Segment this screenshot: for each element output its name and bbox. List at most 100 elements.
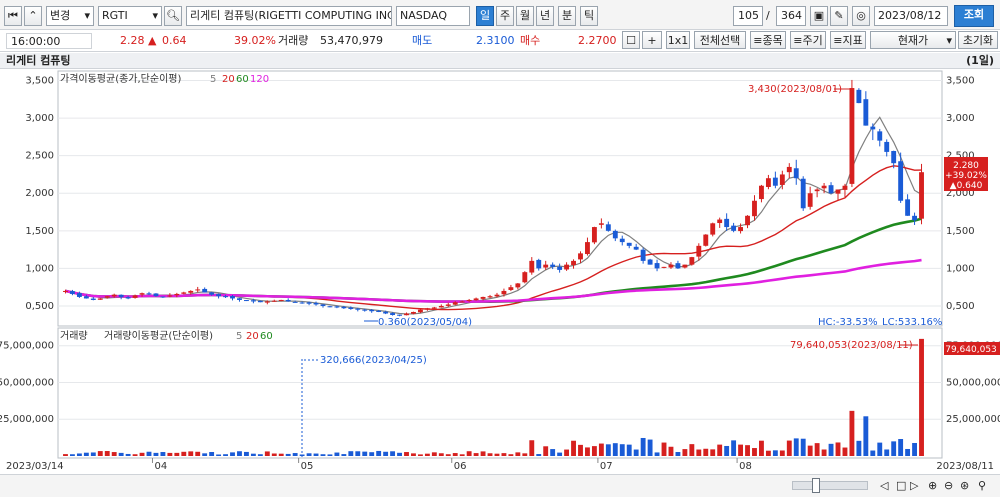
volume-bar <box>271 453 277 456</box>
query-button[interactable]: 조회 <box>954 5 994 27</box>
volume-bar <box>689 444 695 456</box>
candle-body <box>578 253 583 260</box>
candle-body <box>891 150 897 164</box>
tab-year[interactable]: 년 <box>536 6 554 26</box>
chart-title-bar: 리게티 컴퓨팅 (1일) <box>0 53 1000 69</box>
x-month-label: 04 <box>154 461 167 472</box>
candle-body <box>70 291 75 294</box>
vol-ma-60-label: 60 <box>260 331 273 342</box>
candle-body <box>216 294 222 297</box>
price-type-select[interactable]: 현재가 ▾ <box>870 31 956 49</box>
collapse-icon[interactable]: ⌃ <box>24 6 42 26</box>
tab-week[interactable]: 주 <box>496 6 514 26</box>
select-all-button[interactable]: 전체선택 <box>694 31 746 49</box>
tab-minute[interactable]: 분 <box>558 6 576 26</box>
candle-body <box>626 242 632 246</box>
chart-scrollbar[interactable]: ◁ □ ▷ ⊕ ⊖ ⊛ ⚲ <box>0 474 1000 497</box>
volume-bar <box>83 452 89 456</box>
volume-bar <box>264 451 270 456</box>
volume-bar <box>891 441 897 456</box>
ask-value: 2.3100 <box>476 34 515 47</box>
x-month-label: 06 <box>454 461 467 472</box>
candle-body <box>724 218 730 228</box>
chart-title: 리게티 컴퓨팅 <box>6 54 71 67</box>
price-y-tick-left: 3,500 <box>25 76 54 87</box>
search-icon[interactable]: 🔍︎ <box>164 6 182 26</box>
volume-bar <box>160 452 166 456</box>
ticker-input[interactable]: RGTI ▾ <box>98 6 162 26</box>
volume-bar <box>216 454 222 456</box>
one-by-one-button[interactable]: 1x1 <box>666 31 690 49</box>
zoom-out-icon[interactable]: ⊖ <box>944 479 954 492</box>
volume-bar <box>209 452 215 456</box>
candle-body <box>76 293 82 297</box>
candle-body <box>772 177 778 186</box>
search-icon[interactable]: ⚲ <box>978 479 987 492</box>
candle-body <box>431 307 437 309</box>
mode-select[interactable]: 변경 ▾ <box>46 6 94 26</box>
candle-body <box>598 223 604 225</box>
change-arrow: ▲ <box>148 34 157 47</box>
volume-bar <box>703 448 709 456</box>
candle-body <box>675 263 681 269</box>
volume-bar <box>710 449 716 456</box>
stock-chart[interactable]: 3,500 3,500 3,000 3,000 2,500 2,500 2,000 2,000… <box>0 69 1000 474</box>
stop-icon[interactable]: □ <box>896 479 907 492</box>
volume-bar <box>153 452 159 456</box>
volume-bar <box>70 454 75 456</box>
quote-change-pct: 39.02% <box>234 34 276 47</box>
candle-body <box>501 290 507 295</box>
tab-day[interactable]: 일 <box>476 6 494 26</box>
pen-icon[interactable]: ✎ <box>830 6 848 26</box>
indicator-button[interactable]: ≡지표 <box>830 31 866 49</box>
first-page-icon[interactable]: ⏮ <box>4 6 22 26</box>
checkbox-icon[interactable]: ☐ <box>622 31 640 49</box>
price-y-tick-left: 1,500 <box>25 226 54 237</box>
candle-body <box>452 302 458 305</box>
candle-body <box>111 294 117 297</box>
candle-body <box>870 126 876 130</box>
candle-body <box>264 301 270 303</box>
item-button[interactable]: ≡종목 <box>750 31 786 49</box>
save-icon[interactable]: ▣ <box>810 6 828 26</box>
volume-label: 거래량 <box>278 34 309 47</box>
candle-body <box>550 264 556 267</box>
price-panel <box>57 70 943 327</box>
volume-bar <box>898 439 904 456</box>
zoom-fit-icon[interactable]: ⊛ <box>960 479 970 492</box>
page-total-field: 364 <box>776 6 806 26</box>
candle-body <box>536 259 542 269</box>
candle-body <box>404 313 409 316</box>
plus-button[interactable]: + <box>642 31 662 49</box>
candle-body <box>257 300 263 303</box>
volume-bar <box>863 416 869 456</box>
target-icon[interactable]: ◎ <box>852 6 870 26</box>
tab-month[interactable]: 월 <box>516 6 534 26</box>
zoom-in-icon[interactable]: ⊕ <box>928 479 938 492</box>
candle-body <box>473 298 479 301</box>
volume-bar <box>362 451 368 456</box>
volume-bar <box>786 440 792 456</box>
page-current-input[interactable]: 105 <box>733 6 763 26</box>
scroll-thumb[interactable] <box>812 478 820 493</box>
volume-bar <box>884 449 890 456</box>
candle-body <box>585 242 590 255</box>
chevron-down-icon: ▾ <box>152 9 158 22</box>
volume-bar <box>181 451 187 456</box>
volume-bar <box>480 451 486 456</box>
scroll-track[interactable] <box>792 481 868 490</box>
candle-body <box>765 178 771 187</box>
candle-body <box>668 264 674 268</box>
volume-bar <box>320 454 326 456</box>
scroll-right-icon[interactable]: ▷ <box>910 479 919 492</box>
volume-bar <box>585 447 590 456</box>
candle-body <box>306 302 312 304</box>
candle-body <box>849 88 855 184</box>
reset-button[interactable]: 초기화 <box>958 31 998 49</box>
scroll-left-icon[interactable]: ◁ <box>880 479 889 492</box>
quote-volume: 53,470,979 <box>320 34 383 47</box>
period-button[interactable]: ≡주기 <box>790 31 826 49</box>
tab-tick[interactable]: 틱 <box>580 6 598 26</box>
date-input[interactable]: 2023/08/12 <box>874 6 948 26</box>
vol-high-annotation: 79,640,053(2023/08/11) <box>790 340 913 351</box>
